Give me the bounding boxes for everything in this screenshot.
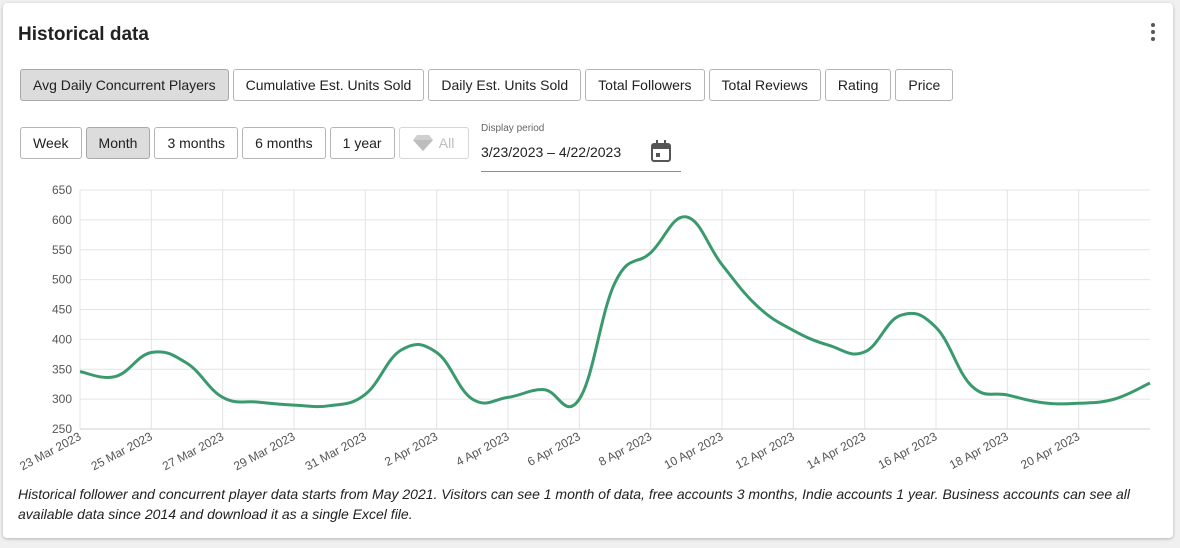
display-period-label: Display period: [481, 123, 545, 134]
tab-cumulative-est-units-sold[interactable]: Cumulative Est. Units Sold: [232, 69, 425, 101]
more-options-icon[interactable]: [1143, 19, 1163, 45]
tab-total-followers[interactable]: Total Followers: [585, 69, 705, 101]
x-tick-label: 29 Mar 2023: [231, 429, 297, 473]
concurrent-players-line-chart: 250 300 350 400 450 500 550 600 650 23 Mar 2023 25…: [17, 183, 1151, 473]
footnote: Historical follower and concurrent playe…: [18, 486, 1131, 522]
period-6-months-button[interactable]: 6 months: [242, 127, 326, 159]
y-tick-label: 450: [52, 303, 72, 317]
calendar-icon[interactable]: [651, 139, 671, 162]
x-tick-label: 23 Mar 2023: [17, 429, 83, 473]
tab-avg-daily-concurrent-players[interactable]: Avg Daily Concurrent Players: [20, 69, 229, 101]
x-tick-label: 27 Mar 2023: [160, 429, 226, 473]
y-tick-label: 550: [52, 243, 72, 257]
y-tick-label: 500: [52, 273, 72, 287]
display-period: Display period 3/23/2023 – 4/22/2023: [481, 123, 681, 172]
tab-rating[interactable]: Rating: [824, 69, 892, 101]
series-line: [79, 215, 1151, 409]
y-tick-label: 600: [52, 213, 72, 227]
period-1-year-button[interactable]: 1 year: [329, 127, 395, 159]
x-tick-label: 25 Mar 2023: [89, 429, 155, 473]
card-title: Historical data: [18, 24, 149, 45]
y-tick-label: 350: [52, 362, 72, 376]
x-tick-label: 20 Apr 2023: [1018, 429, 1082, 472]
x-tick-label: 31 Mar 2023: [303, 429, 369, 473]
period-all-button[interactable]: All: [398, 127, 469, 159]
period-3-months-button[interactable]: 3 months: [154, 127, 239, 159]
tab-total-reviews[interactable]: Total Reviews: [708, 69, 821, 101]
display-period-field[interactable]: 3/23/2023 – 4/22/2023: [481, 138, 681, 172]
period-buttons: Week Month 3 months 6 months 1 year All: [20, 127, 469, 159]
display-period-value: 3/23/2023 – 4/22/2023: [481, 143, 622, 160]
x-tick-label: 16 Apr 2023: [876, 429, 940, 472]
metric-tabs: Avg Daily Concurrent Players Cumulative …: [20, 69, 954, 101]
y-tick-label: 400: [52, 332, 72, 346]
y-tick-label: 250: [52, 422, 72, 436]
tab-price[interactable]: Price: [895, 69, 954, 101]
x-tick-label: 12 Apr 2023: [733, 429, 797, 472]
x-tick-label: 10 Apr 2023: [662, 429, 726, 472]
x-tick-label: 18 Apr 2023: [947, 429, 1011, 472]
y-tick-label: 650: [52, 183, 72, 197]
period-all-label: All: [438, 135, 455, 151]
x-tick-label: 4 Apr 2023: [454, 429, 512, 469]
period-week-button[interactable]: Week: [20, 127, 82, 159]
x-tick-label: 8 Apr 2023: [596, 429, 654, 469]
gem-icon: [412, 135, 433, 151]
tab-daily-est-units-sold[interactable]: Daily Est. Units Sold: [428, 69, 582, 101]
period-month-button[interactable]: Month: [85, 127, 151, 159]
historical-data-card: Historical data Avg Daily Concurrent Pla…: [3, 3, 1173, 538]
x-tick-label: 6 Apr 2023: [525, 429, 583, 469]
x-tick-label: 2 Apr 2023: [382, 429, 440, 469]
y-tick-label: 300: [52, 392, 72, 406]
x-tick-label: 14 Apr 2023: [804, 429, 868, 472]
